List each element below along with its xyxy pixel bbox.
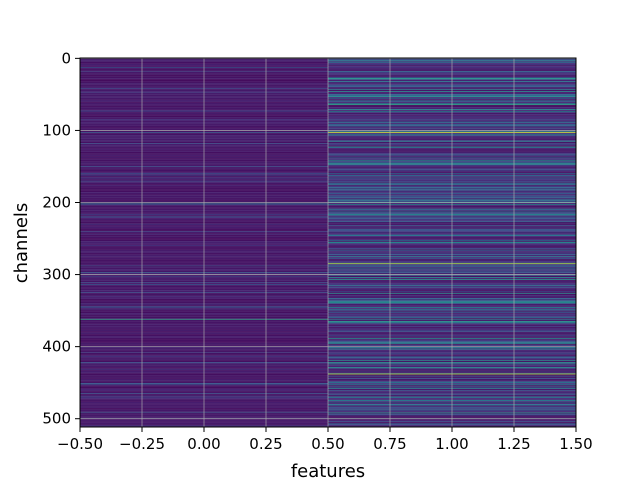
x-tick-label: 0.00 — [187, 435, 220, 453]
x-axis-label: features — [291, 461, 365, 480]
x-tick-label: 0.75 — [373, 435, 406, 453]
x-tick-label: 0.25 — [249, 435, 282, 453]
y-tick-label: 0 — [61, 49, 71, 67]
x-tick-label: 1.50 — [559, 435, 592, 453]
x-axis: −0.50 −0.25 0.00 0.25 0.50 0.75 1.00 1.25 1.50 — [57, 427, 593, 453]
y-tick-label: 400 — [42, 338, 71, 356]
x-tick-label: −0.50 — [57, 435, 103, 453]
x-tick-label: 1.00 — [435, 435, 468, 453]
y-tick-label: 100 — [42, 121, 71, 139]
y-axis-label: channels — [11, 203, 32, 284]
x-tick-label: 0.50 — [311, 435, 344, 453]
y-tick-label: 300 — [42, 266, 71, 284]
y-axis: 0 100 200 300 400 500 — [42, 49, 80, 428]
y-tick-label: 500 — [42, 410, 71, 428]
y-tick-label: 200 — [42, 194, 71, 212]
x-tick-label: 1.25 — [497, 435, 530, 453]
x-tick-label: −0.25 — [119, 435, 165, 453]
